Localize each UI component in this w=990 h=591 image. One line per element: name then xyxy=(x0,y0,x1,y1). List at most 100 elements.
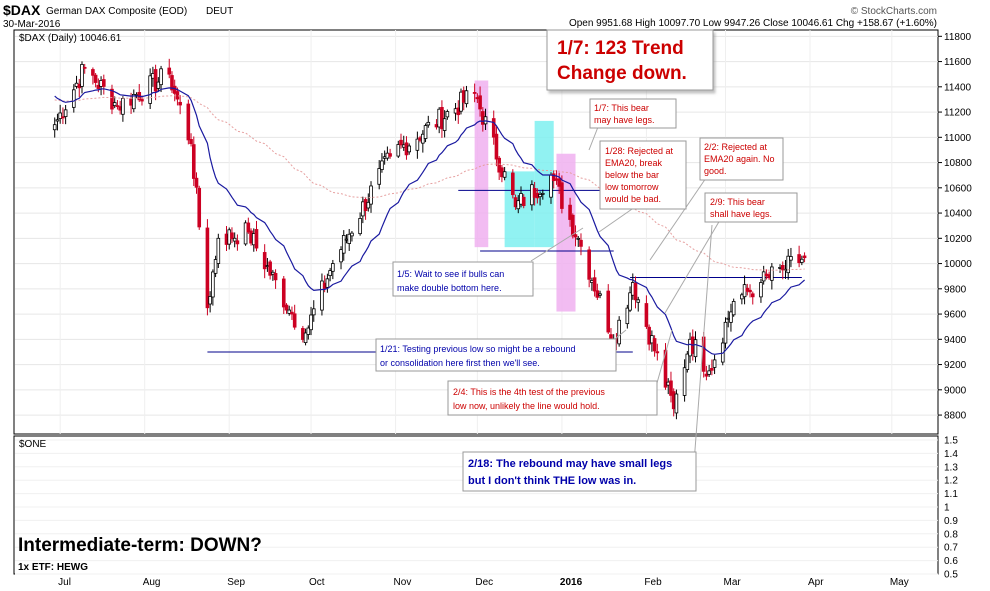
candle-body xyxy=(358,218,362,235)
symbol-text: $DAX xyxy=(3,2,41,18)
candle-body xyxy=(121,98,125,115)
y-tick-label: 1.3 xyxy=(944,462,958,473)
candle-body xyxy=(609,334,613,340)
date-text: 30-Mar-2016 xyxy=(3,19,61,30)
svg-text:Change down.: Change down. xyxy=(557,63,687,84)
candle-body xyxy=(140,99,144,102)
candle-body xyxy=(246,222,251,233)
candle-body xyxy=(290,311,294,315)
candle-body xyxy=(230,232,234,240)
candle-body xyxy=(674,393,679,414)
candle-body xyxy=(415,138,420,151)
annotation-line: may have legs. xyxy=(594,115,655,125)
candle-body xyxy=(532,187,537,198)
candle-body xyxy=(63,109,68,117)
candle-body xyxy=(273,273,278,281)
candle-body xyxy=(669,380,673,396)
candle-body xyxy=(197,187,202,228)
annotation-1-21: 1/21: Testing previous low so might be a… xyxy=(375,338,617,372)
candle-body xyxy=(442,118,447,131)
candle-body xyxy=(538,194,542,198)
candle-body xyxy=(159,68,163,86)
annotation-line: would be bad. xyxy=(604,194,661,204)
candle-body xyxy=(802,255,807,259)
annotation-pointers xyxy=(530,126,721,464)
annotation-2-9: 2/9: This bear shall have legs. xyxy=(704,192,798,223)
candle-body xyxy=(186,103,191,141)
candle-body xyxy=(663,349,668,388)
stockcharts-credit: © StockCharts.com xyxy=(851,6,937,17)
candle-body xyxy=(423,125,428,139)
candle-body xyxy=(148,75,152,104)
y-tick-label: 10000 xyxy=(944,259,972,270)
annotation-line: 1/7: This bear xyxy=(594,103,649,113)
candle-body xyxy=(377,168,382,185)
y-tick-label: 11400 xyxy=(944,82,972,93)
x-tick-label: Mar xyxy=(723,577,741,588)
y-tick-label: 0.7 xyxy=(944,543,958,554)
candle-body xyxy=(366,201,371,209)
y-tick-label: 1.5 xyxy=(944,436,958,447)
y-tick-label: 1.2 xyxy=(944,476,958,487)
y-tick-label: 9800 xyxy=(944,284,967,295)
y-tick-label: 9600 xyxy=(944,310,967,321)
annotation-line: shall have legs. xyxy=(710,209,772,219)
candle-body xyxy=(112,102,117,106)
intermediate-term-heading: Intermediate-term: DOWN? xyxy=(18,535,262,556)
candle-body xyxy=(789,256,793,261)
x-tick-label: Dec xyxy=(475,577,493,588)
price-y-axis: 8800 9000 9200 9400 9600 9800 10000 10200 10400 1… xyxy=(938,32,972,422)
annotation-line: low tomorrow xyxy=(605,182,659,192)
candle-body xyxy=(91,69,95,76)
y-tick-label: 11200 xyxy=(944,108,972,119)
candle-body xyxy=(573,234,578,238)
x-tick-label: Feb xyxy=(644,577,662,588)
etf-label: 1x ETF: HEWG xyxy=(18,562,88,573)
highlight-band-cyan xyxy=(534,120,554,248)
x-tick-label: 2016 xyxy=(560,577,583,588)
annotation-1-28: 1/28: Rejected at EMA20, break below the… xyxy=(599,140,687,210)
indicator-x-axis: Jul Aug Sep Oct Nov Dec 2016 Feb Mar Apr May xyxy=(58,577,909,588)
annotation-line: low now, unlikely the line would hold. xyxy=(453,401,600,411)
x-tick-label: May xyxy=(890,577,909,588)
candle-body xyxy=(52,124,57,131)
annotation-line: EMA20, break xyxy=(605,158,663,168)
y-tick-label: 9400 xyxy=(944,335,967,346)
candle-body xyxy=(93,74,98,83)
candle-body xyxy=(178,101,182,106)
annotation-line: good. xyxy=(704,166,727,176)
y-tick-label: 11800 xyxy=(944,32,972,43)
y-tick-label: 10200 xyxy=(944,234,972,245)
candle-body xyxy=(243,222,248,245)
y-tick-label: 0.5 xyxy=(944,570,958,581)
moving-averages xyxy=(54,87,805,355)
x-tick-label: Sep xyxy=(227,577,245,588)
candle-body xyxy=(491,118,496,138)
symbol-name: German DAX Composite (EOD) xyxy=(46,6,187,17)
annotation-line: 2/2: Rejected at xyxy=(704,142,768,152)
annotation-2-18: 2/18: The rebound may have small legs bu… xyxy=(462,451,697,492)
candle-body xyxy=(82,66,87,69)
candle-body xyxy=(268,261,272,276)
y-tick-label: 0.9 xyxy=(944,516,958,527)
annotation-line: 2/4: This is the 4th test of the previou… xyxy=(453,387,605,397)
y-tick-label: 0.8 xyxy=(944,529,958,540)
candle-body xyxy=(682,367,687,396)
candle-body xyxy=(800,258,804,263)
annotation-line: make double bottom here. xyxy=(397,283,502,293)
candle-body xyxy=(61,116,65,119)
candle-body xyxy=(131,94,136,110)
candle-body xyxy=(306,327,311,335)
candle-body xyxy=(426,121,431,126)
indicator-y-axis: 0.5 0.6 0.7 0.8 0.9 1 1.1 1.2 1.3 1.4 1.5 xyxy=(944,436,958,581)
candle-body xyxy=(72,89,76,108)
candle-body xyxy=(704,373,709,377)
candle-body xyxy=(211,271,215,298)
candle-body xyxy=(350,232,354,237)
candle-body xyxy=(445,111,450,118)
candle-body xyxy=(478,95,482,110)
y-tick-label: 10600 xyxy=(944,183,972,194)
candle-body xyxy=(497,157,501,173)
candle-body xyxy=(636,299,641,303)
